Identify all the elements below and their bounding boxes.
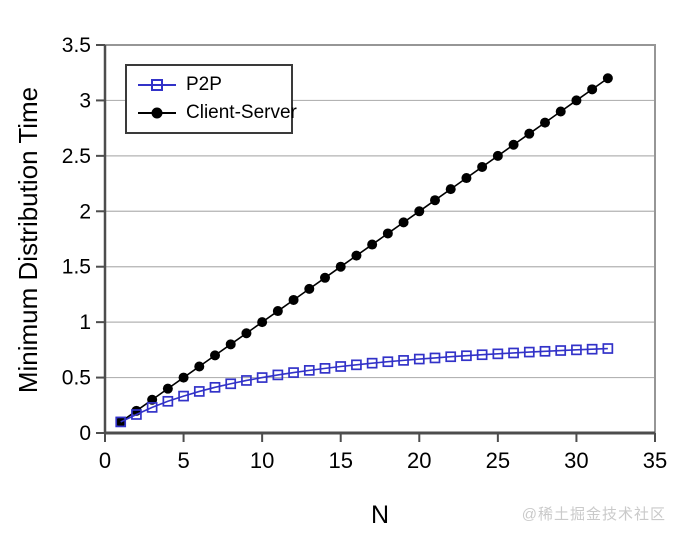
legend-label-p2p: P2P: [186, 74, 222, 95]
series-markers-client-server: [115, 73, 613, 427]
svg-text:35: 35: [643, 448, 667, 473]
y-tick-labels: 0 0.5 1 1.5 2 2.5 3 3.5: [62, 34, 91, 445]
svg-text:0: 0: [99, 448, 111, 473]
legend-item-p2p: P2P: [137, 74, 281, 96]
svg-text:20: 20: [407, 448, 431, 473]
svg-text:10: 10: [250, 448, 274, 473]
series-markers-p2p: [115, 343, 614, 428]
legend-label-client-server: Client-Server: [186, 102, 297, 123]
client-server-legend-marker-icon: [137, 106, 177, 120]
svg-text:1.5: 1.5: [62, 256, 91, 279]
p2p-legend-marker-icon: [137, 78, 177, 92]
svg-text:1: 1: [79, 311, 91, 334]
svg-text:2.5: 2.5: [62, 145, 91, 168]
svg-text:2: 2: [79, 200, 91, 223]
legend-item-client-server: Client-Server: [137, 102, 297, 124]
legend: P2P Client-Server: [125, 64, 297, 134]
x-tick-labels: 0 5 10 15 20 25 30 35: [99, 448, 667, 473]
x-axis-title: N: [370, 501, 390, 529]
svg-text:3.5: 3.5: [62, 34, 91, 57]
svg-text:3: 3: [79, 89, 91, 112]
svg-text:15: 15: [328, 448, 352, 473]
y-axis-title: Minimum Distribution Time: [13, 86, 43, 394]
axis-ticks: [96, 44, 656, 442]
series-line-p2p: [120, 347, 608, 423]
watermark: @稀土掘金技术社区: [521, 506, 666, 523]
svg-text:5: 5: [177, 448, 189, 473]
svg-text:30: 30: [564, 448, 588, 473]
svg-text:0: 0: [79, 422, 91, 445]
svg-text:0.5: 0.5: [62, 367, 91, 390]
svg-text:25: 25: [486, 448, 510, 473]
